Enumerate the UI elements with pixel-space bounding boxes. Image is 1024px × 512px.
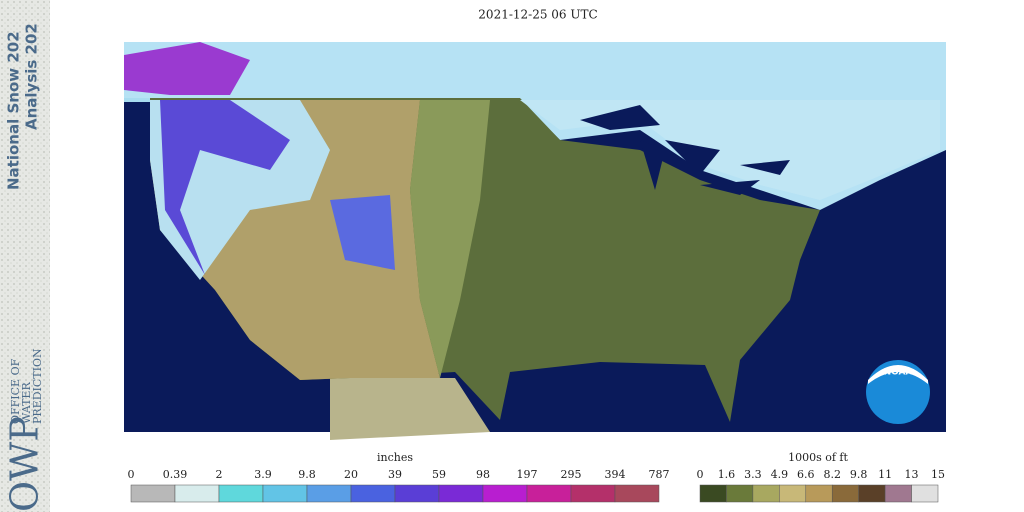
noaa-badge: NOAA: [866, 360, 930, 424]
badge-text: NOAA: [884, 368, 913, 378]
legend-label: 6.6: [797, 468, 815, 481]
org-line: PREDICTION: [31, 348, 44, 424]
org-line: WATER: [20, 382, 33, 424]
elev-legend-title: 1000s of ft: [788, 451, 848, 464]
badge-wave: [868, 365, 928, 384]
legend-swatch: [570, 484, 616, 503]
legend-label: 9.8: [298, 468, 316, 481]
legend-swatch: [858, 484, 886, 503]
legend-label: 20: [344, 468, 358, 481]
org-line: OFFICE OF: [9, 358, 22, 424]
legend-swatch: [884, 484, 912, 503]
great-lakes: [580, 105, 790, 195]
legend-label: 787: [649, 468, 670, 481]
legend-swatch: [726, 484, 754, 503]
legend-swatch: [526, 484, 572, 503]
legend-label: 2: [216, 468, 223, 481]
sidebar: [0, 0, 50, 512]
badge-circle: [866, 360, 930, 424]
sidebar-line: National Snow 202: [5, 31, 23, 190]
map: NOAA: [124, 42, 946, 440]
legend-swatch: [438, 484, 484, 503]
legend-label: 0: [697, 468, 704, 481]
legend-label: 98: [476, 468, 490, 481]
legend-swatch: [174, 484, 220, 503]
map-title: 2021-12-25 06 UTC: [478, 8, 597, 22]
deep-snow: [124, 42, 250, 95]
legend-label: 1.6: [718, 468, 736, 481]
legend-swatch: [779, 484, 807, 503]
legend-label: 9.8: [850, 468, 868, 481]
legend-swatch: [699, 484, 727, 503]
legend-label: 394: [605, 468, 626, 481]
legend-label: 11: [878, 468, 892, 481]
north-snow: [520, 100, 940, 200]
legend-swatch: [350, 484, 396, 503]
legend-swatch: [911, 484, 939, 503]
legend-label: 197: [517, 468, 538, 481]
legend-label: 8.2: [823, 468, 841, 481]
legend-swatch: [482, 484, 528, 503]
legend-label: 4.9: [771, 468, 789, 481]
legend-label: 3.3: [744, 468, 762, 481]
legend-swatch: [130, 484, 176, 503]
legend-label: 13: [905, 468, 919, 481]
legend-swatch: [614, 484, 660, 503]
mexico: [330, 378, 490, 440]
sidebar-title: National Snow 202 Analysis 202: [5, 23, 41, 190]
mountain-snow: [160, 100, 290, 275]
rockies-snow: [330, 195, 395, 270]
legend-label: 0.39: [163, 468, 188, 481]
sidebar-line: Analysis 202: [23, 23, 41, 130]
legend-label: 59: [432, 468, 446, 481]
owp: OWP: [3, 416, 47, 512]
snow-legend-title: inches: [377, 451, 413, 464]
legend-swatch: [805, 484, 833, 503]
legend-swatch: [218, 484, 264, 503]
legend-label: 3.9: [254, 468, 272, 481]
legend-swatch: [831, 484, 859, 503]
legend-swatch: [752, 484, 780, 503]
legend-swatch: [262, 484, 308, 503]
legend-label: 0: [128, 468, 135, 481]
legend-label: 295: [561, 468, 582, 481]
legend-label: 39: [388, 468, 402, 481]
legend-swatch: [306, 484, 352, 503]
owp-logo: OWP OFFICE OF WATER PREDICTION: [3, 348, 47, 512]
plains: [410, 100, 490, 378]
legend-label: 15: [931, 468, 945, 481]
legend-swatch: [394, 484, 440, 503]
